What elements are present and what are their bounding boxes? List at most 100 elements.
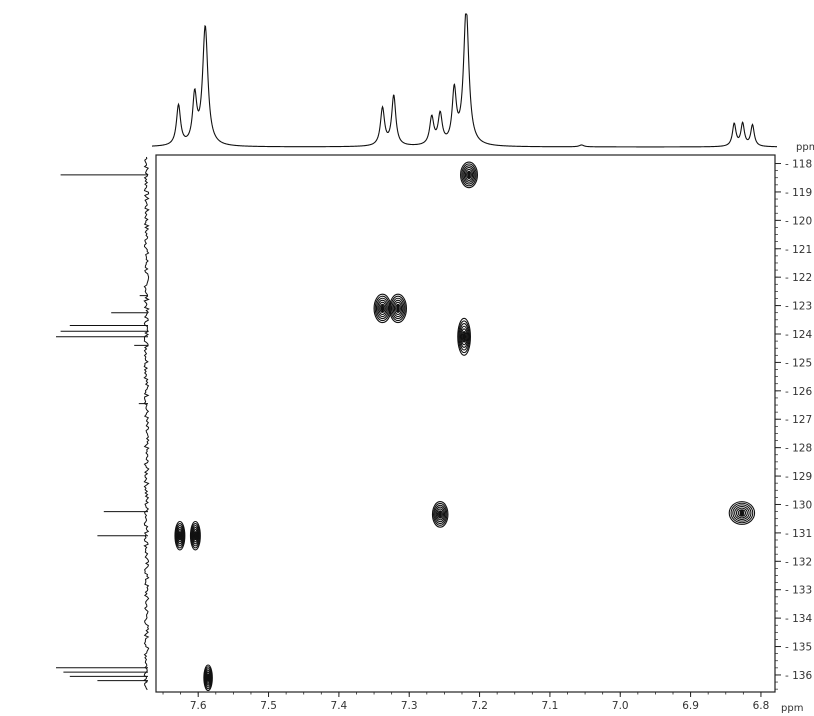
contour-core — [467, 171, 471, 179]
y-tick-label: - 129 — [785, 471, 812, 483]
contour-level — [433, 502, 448, 526]
contour-level — [192, 527, 199, 545]
y-axis: - 118 - 119 - 120 - 121 - 122 - 123 - 124 - 125… — [775, 159, 812, 690]
contour-level — [461, 163, 477, 187]
y-tick-label: - 130 — [785, 499, 812, 511]
contour-level — [464, 168, 474, 181]
x-tick-label: 7.1 — [542, 700, 559, 712]
y-tick-label: - 119 — [785, 187, 812, 199]
y-tick-label: - 135 — [785, 642, 812, 654]
contour-level — [191, 524, 200, 547]
contour-level — [174, 520, 186, 551]
contour-core — [438, 510, 442, 519]
x-tick-label: 7.0 — [612, 700, 629, 712]
contour-level — [458, 320, 471, 354]
contour-core — [462, 331, 466, 343]
x-tick-label: 7.3 — [401, 700, 418, 712]
contour-level — [204, 668, 212, 688]
plot-frame — [155, 154, 776, 693]
contour-level — [176, 527, 184, 545]
contour-level — [190, 522, 201, 549]
y-tick-label: - 120 — [785, 215, 812, 227]
cross-peak — [373, 293, 392, 324]
contour-level — [730, 502, 754, 524]
x-tick-label: 7.5 — [260, 700, 277, 712]
contour-level — [205, 671, 211, 684]
contour-level — [205, 669, 212, 686]
y-tick-label: - 125 — [785, 357, 812, 369]
contour-level — [189, 520, 201, 551]
y-tick-label: - 121 — [785, 244, 812, 256]
contour-level — [462, 165, 476, 185]
contour-core — [207, 673, 209, 682]
y-tick-label: - 134 — [785, 613, 812, 625]
contour-level — [390, 295, 406, 322]
contour-level — [203, 666, 213, 690]
contour-level — [436, 508, 445, 521]
cross-peak — [728, 501, 756, 525]
cross-peak — [457, 317, 471, 356]
contour-level — [459, 325, 469, 348]
contour-level — [203, 664, 213, 692]
contour-level — [732, 504, 752, 522]
cross-peak — [460, 161, 478, 189]
contour-level — [192, 529, 199, 543]
contour-level — [459, 323, 470, 351]
y-tick-label: - 128 — [785, 443, 812, 455]
x-tick-label: 7.2 — [471, 700, 488, 712]
y-tick-label: - 118 — [785, 159, 812, 171]
h1-projection-spectrum — [151, 13, 778, 148]
contour-level — [463, 167, 475, 183]
contour-level — [735, 507, 748, 519]
contour-core — [194, 531, 197, 540]
y-tick-label: - 136 — [785, 670, 812, 682]
x-tick-label: 6.9 — [682, 700, 699, 712]
x-tick-label: 7.4 — [331, 700, 348, 712]
cross-peak — [174, 520, 186, 551]
c13-projection-noise — [143, 156, 150, 691]
contour-level — [177, 529, 183, 543]
contour-core — [380, 304, 385, 313]
contour-core — [396, 304, 400, 313]
cross-peak — [189, 520, 201, 551]
y-tick-label: - 126 — [785, 386, 812, 398]
c13-projection-spectrum — [56, 156, 150, 691]
contour-level — [728, 501, 756, 525]
c13-projection-trace — [56, 174, 148, 682]
contour-core — [739, 509, 745, 517]
y-tick-label: - 123 — [785, 301, 812, 313]
contour-level — [457, 317, 471, 356]
cross-peak — [431, 501, 449, 528]
contour-level — [389, 293, 407, 324]
cross-peak — [203, 664, 213, 692]
cross-peak — [389, 293, 407, 324]
contour-level — [392, 299, 404, 318]
y-tick-label: - 124 — [785, 329, 812, 341]
contour-core — [179, 531, 181, 540]
contour-level — [393, 301, 403, 316]
contour-level — [435, 506, 446, 523]
contour-level — [734, 505, 750, 521]
contour-level — [378, 301, 387, 316]
y-tick-label: - 132 — [785, 556, 812, 568]
x-tick-label: 6.8 — [753, 700, 770, 712]
contour-level — [175, 524, 184, 547]
y-tick-label: - 131 — [785, 528, 812, 540]
top-ppm-unit-label: ppm — [796, 142, 814, 153]
contour-level — [175, 522, 185, 549]
y-tick-label: - 127 — [785, 414, 812, 426]
y-tick-label: - 133 — [785, 585, 812, 597]
contour-level — [375, 297, 390, 320]
x-axis-ppm-unit-label: ppm — [781, 703, 803, 714]
contour-level — [431, 501, 449, 528]
h1-projection-trace — [151, 13, 778, 148]
contour-level — [460, 328, 468, 346]
x-axis: 7.6 7.5 7.4 7.3 7.2 7.1 7.0 6.9 6.8 — [162, 692, 770, 712]
contour-level — [460, 161, 478, 189]
contour-level — [377, 299, 388, 318]
contour-level — [391, 297, 405, 320]
y-tick-label: - 122 — [785, 272, 812, 284]
contour-level — [434, 504, 447, 525]
